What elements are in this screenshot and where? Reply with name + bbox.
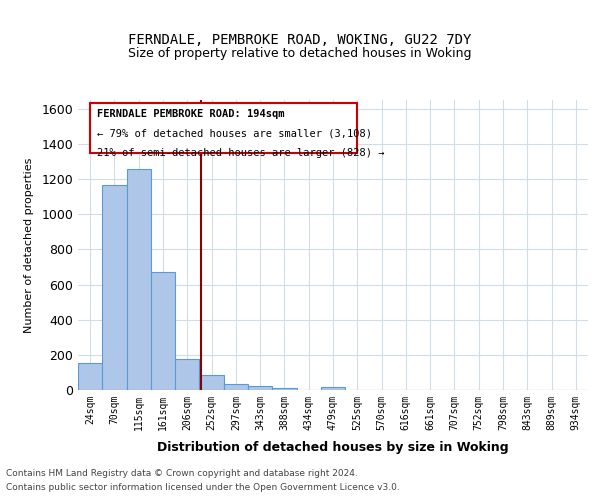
Text: FERNDALE PEMBROKE ROAD: 194sqm: FERNDALE PEMBROKE ROAD: 194sqm — [97, 108, 285, 118]
Text: Contains public sector information licensed under the Open Government Licence v3: Contains public sector information licen… — [6, 484, 400, 492]
Bar — [102, 185, 127, 390]
Text: Contains HM Land Registry data © Crown copyright and database right 2024.: Contains HM Land Registry data © Crown c… — [6, 468, 358, 477]
Y-axis label: Number of detached properties: Number of detached properties — [25, 158, 34, 332]
Bar — [78, 363, 102, 390]
Text: 21% of semi-detached houses are larger (828) →: 21% of semi-detached houses are larger (… — [97, 148, 385, 158]
Bar — [248, 386, 272, 390]
Bar — [272, 388, 296, 390]
Text: ← 79% of detached houses are smaller (3,108): ← 79% of detached houses are smaller (3,… — [97, 128, 373, 138]
X-axis label: Distribution of detached houses by size in Woking: Distribution of detached houses by size … — [157, 441, 509, 454]
Text: Size of property relative to detached houses in Woking: Size of property relative to detached ho… — [128, 48, 472, 60]
Bar — [199, 375, 224, 390]
Bar — [127, 170, 151, 390]
Bar — [224, 384, 248, 390]
Bar — [175, 359, 199, 390]
Bar — [151, 272, 175, 390]
Text: FERNDALE, PEMBROKE ROAD, WOKING, GU22 7DY: FERNDALE, PEMBROKE ROAD, WOKING, GU22 7D… — [128, 32, 472, 46]
Bar — [321, 388, 345, 390]
